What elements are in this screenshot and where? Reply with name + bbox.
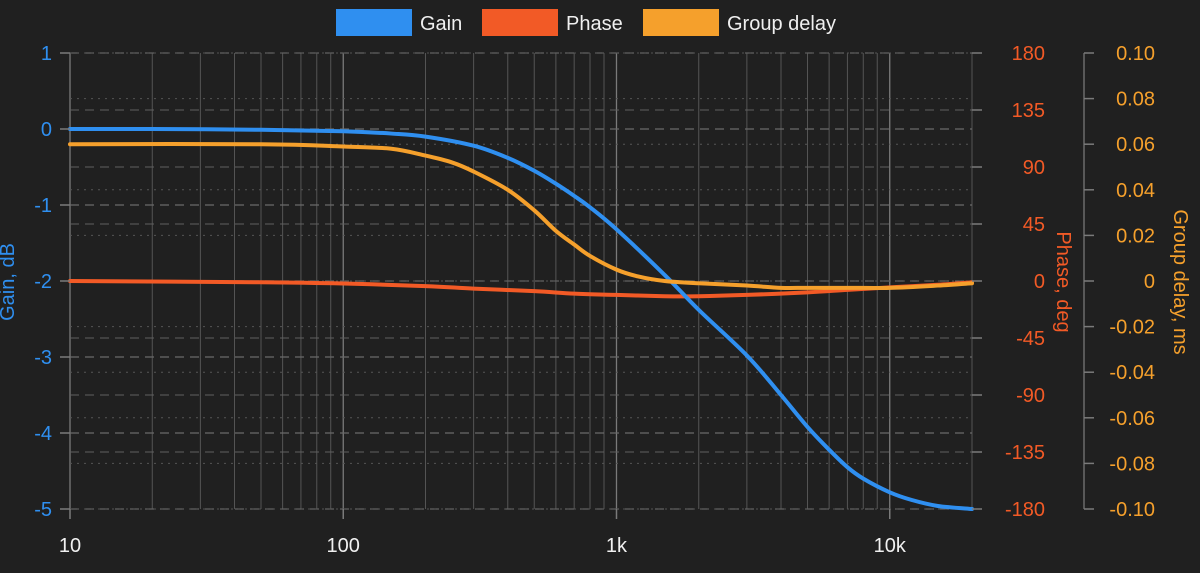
group-delay-tick-label: -0.06 xyxy=(1109,408,1155,430)
legend-item-gain[interactable]: Gain xyxy=(336,9,462,36)
gain-tick-label: -4 xyxy=(34,423,52,445)
gain-tick-label: -5 xyxy=(34,499,52,521)
ticks-layer: 10-1-2-3-4-518013590450-45-90-135-1800.1… xyxy=(34,43,1155,557)
legend-swatch-group-delay xyxy=(643,9,719,36)
legend-item-phase[interactable]: Phase xyxy=(482,9,623,36)
phase-tick-label: 45 xyxy=(1023,214,1045,236)
x-tick-label: 10k xyxy=(874,535,907,557)
legend-item-group-delay[interactable]: Group delay xyxy=(643,9,836,36)
group-delay-tick-label: -0.08 xyxy=(1109,453,1155,475)
phase-tick-label: -90 xyxy=(1016,385,1045,407)
group-delay-tick-label: 0.02 xyxy=(1116,225,1155,247)
series-line-gain xyxy=(68,126,974,511)
group-delay-tick-label: 0.06 xyxy=(1116,134,1155,156)
x-tick-label: 100 xyxy=(327,535,360,557)
phase-tick-label: 90 xyxy=(1023,157,1045,179)
gain-tick-label: -1 xyxy=(34,195,52,217)
phase-tick-label: -45 xyxy=(1016,328,1045,350)
series-line-group-delay xyxy=(68,142,974,291)
phase-tick-label: 0 xyxy=(1034,271,1045,293)
gain-tick-label: -3 xyxy=(34,347,52,369)
phase-tick-label: 135 xyxy=(1012,100,1045,122)
phase-tick-label: -135 xyxy=(1005,442,1045,464)
legend-label-phase: Phase xyxy=(566,13,623,35)
group-delay-axis-title: Group delay, ms xyxy=(1169,209,1191,354)
phase-axis-title: Phase, deg xyxy=(1052,231,1074,332)
legend-label-group-delay: Group delay xyxy=(727,13,836,35)
legend-label-gain: Gain xyxy=(420,13,462,35)
group-delay-tick-label: -0.10 xyxy=(1109,499,1155,521)
gain-tick-label: -2 xyxy=(34,271,52,293)
phase-tick-label: -180 xyxy=(1005,499,1045,521)
group-delay-tick-label: 0.04 xyxy=(1116,180,1155,202)
series-layer xyxy=(68,126,974,511)
gain-tick-label: 1 xyxy=(41,43,52,65)
gain-axis-title: Gain, dB xyxy=(0,243,19,321)
legend-swatch-phase xyxy=(482,9,558,36)
phase-tick-label: 180 xyxy=(1012,43,1045,65)
x-tick-label: 10 xyxy=(59,535,81,557)
group-delay-tick-label: -0.04 xyxy=(1109,362,1155,384)
group-delay-tick-label: 0.10 xyxy=(1116,43,1155,65)
group-delay-tick-label: 0 xyxy=(1144,271,1155,293)
x-tick-label: 1k xyxy=(606,535,628,557)
gain-tick-label: 0 xyxy=(41,119,52,141)
legend-swatch-gain xyxy=(336,9,412,36)
group-delay-tick-label: -0.02 xyxy=(1109,317,1155,339)
group-delay-tick-label: 0.08 xyxy=(1116,89,1155,111)
legend: Gain Phase Group delay xyxy=(336,9,836,36)
